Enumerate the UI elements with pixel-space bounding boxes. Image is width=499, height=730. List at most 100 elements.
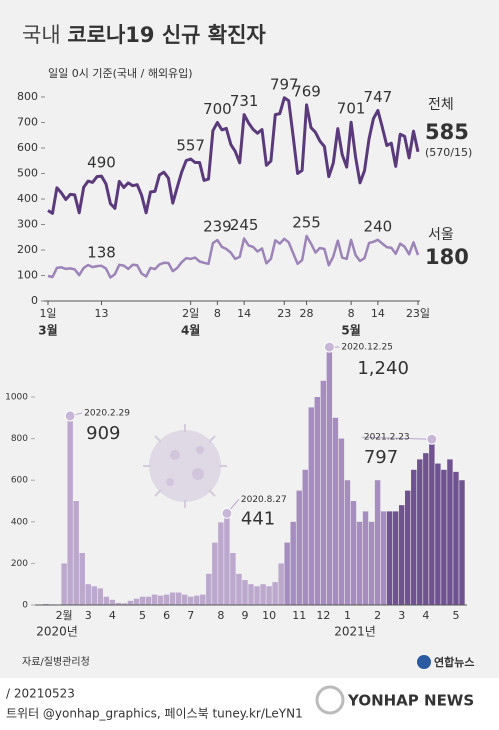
value-label: 797 [364,447,398,468]
value-label: 769 [292,82,321,100]
month-label: 3월 [38,323,57,338]
bar [441,469,447,605]
x-tick-label: 1일 [39,306,56,320]
annotation-date: 2020.2.29 [84,408,130,418]
x-tick-label: 23일 [406,306,430,320]
y-tick-label: 500 [17,167,38,180]
bar [398,505,405,605]
bar [85,584,91,605]
bar [429,439,435,605]
value-label: 747 [364,88,393,106]
bar [200,594,206,605]
y-tick-label: 1000 [5,393,28,403]
bar [405,490,411,605]
y-tick-label: 200 [17,243,38,256]
bar [181,594,188,605]
bar [386,511,393,605]
bar [224,513,230,605]
bar [236,573,242,605]
value-label: 255 [292,213,321,231]
bar [242,580,248,605]
y-tick-label: 400 [17,192,38,205]
y-tick-label: 100 [17,269,38,282]
bar [248,584,254,605]
y-tick-label: 600 [11,476,28,486]
virus-spot [166,478,174,486]
bar [230,553,236,605]
date-line: / 20210523 [6,687,75,701]
series-label: 전체 [428,97,454,113]
watermark-icon [315,685,345,715]
bar [320,380,327,605]
value-label: 700 [203,100,232,118]
annotation-dot [323,341,335,353]
year-label: 2021년 [334,625,376,639]
bar [139,596,146,605]
bar [103,596,110,605]
virus-spikes [143,424,227,508]
x-tick-label: 8 [348,307,355,320]
bar [254,586,260,605]
year-label: 2020년 [36,625,78,639]
x-tick-label: 2월 [56,609,73,622]
bar [145,596,152,605]
logo: 연합뉴스 [434,655,474,669]
x-tick-label: 14 [371,307,385,320]
end-value-label: 585 [425,120,469,144]
bar [332,417,339,605]
x-tick-label: 23 [277,307,291,320]
value-label: 245 [230,216,259,234]
bar [157,595,164,605]
bar [302,469,308,605]
value-label: 240 [364,217,393,235]
bar [188,596,194,605]
bar [326,347,333,605]
bar [284,542,290,605]
annotation-dot [426,433,438,445]
x-tick-label: 8 [214,307,221,320]
bar [133,598,140,605]
bar [447,459,453,605]
annotation-dot [64,410,76,422]
bar [97,588,104,605]
bar [127,600,134,605]
x-tick-label: 28 [300,307,314,320]
line-series [47,234,420,279]
x-tick-label: 6 [163,609,170,622]
y-tick-label: 400 [11,517,28,527]
bar [411,469,417,605]
bar [362,511,369,605]
x-tick-label: 8 [217,609,224,622]
bar [61,563,67,605]
bar [175,592,182,605]
bar [115,602,122,605]
bar [417,459,423,605]
title-prefix: 국내 [22,23,61,47]
annotation-date: 2020.12.25 [341,343,393,353]
subtitle: 일일 0시 기준(국내 / 해외유입) [48,66,193,80]
value-label: 138 [87,243,116,261]
x-tick-label: 5 [452,609,459,622]
y-tick-label: 800 [17,90,38,103]
logo-icon [417,655,431,669]
month-label: 5월 [341,323,360,338]
bar [43,603,49,605]
footer-background [0,678,499,730]
y-tick-label: 200 [11,559,28,569]
y-tick-label: 300 [17,218,38,231]
value-label: 701 [337,100,366,118]
y-tick-label: 600 [17,141,38,154]
annotation-date: 2020.8.27 [241,495,287,505]
x-tick-label: 9 [241,609,248,622]
bar [266,586,272,605]
bar [91,586,97,605]
end-value-label: 180 [425,245,469,269]
bar [163,594,170,605]
bar [79,553,85,605]
virus-spot [192,468,204,480]
annotation: (570/15) [425,146,472,159]
x-tick-label: 5 [139,609,146,622]
y-tick-label: 0 [22,601,28,611]
